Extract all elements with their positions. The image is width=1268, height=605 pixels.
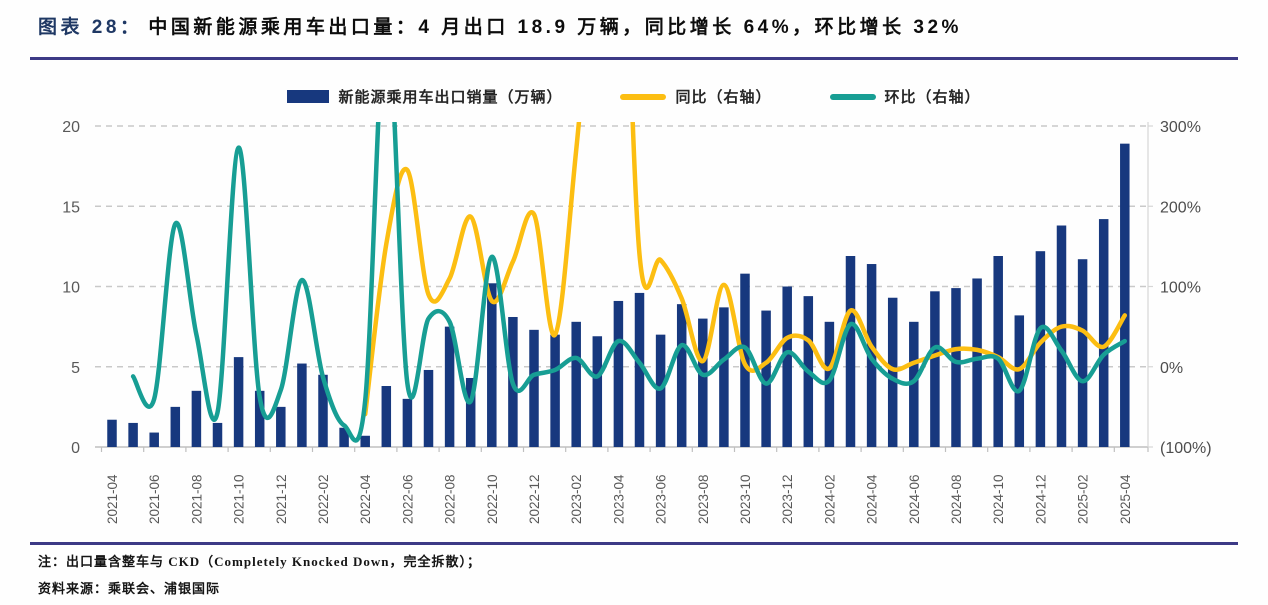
svg-text:2023-10: 2023-10 <box>738 474 753 524</box>
svg-text:2023-08: 2023-08 <box>696 474 711 524</box>
svg-text:5: 5 <box>71 360 80 377</box>
svg-text:2023-04: 2023-04 <box>611 474 626 524</box>
legend-item-mom: 环比（右轴） <box>829 86 981 107</box>
footnote: 注：出口量含整车与 CKD（Completely Knocked Down，完全… <box>38 554 482 569</box>
export-volume-chart: 0 (100%) 5 0% 10 100% 15 200% 20 300% 2021-04 2021-… <box>62 119 1212 524</box>
svg-text:10: 10 <box>62 280 80 297</box>
svg-text:2022-12: 2022-12 <box>527 474 542 524</box>
svg-text:100%: 100% <box>1160 280 1201 297</box>
svg-text:0%: 0% <box>1160 360 1183 377</box>
title-divider-line <box>30 57 1238 60</box>
svg-text:2022-10: 2022-10 <box>485 474 500 524</box>
svg-text:2022-04: 2022-04 <box>358 474 373 524</box>
legend-label: 新能源乘用车出口销量（万辆） <box>338 89 563 106</box>
figure-number: 图表 28： <box>38 17 143 38</box>
svg-text:2021-04: 2021-04 <box>105 474 120 524</box>
legend-label: 同比（右轴） <box>675 89 772 106</box>
figure-bottom-divider-line <box>30 542 1238 545</box>
svg-text:2024-06: 2024-06 <box>907 474 922 524</box>
svg-text:200%: 200% <box>1160 199 1201 216</box>
svg-text:2022-02: 2022-02 <box>316 474 331 524</box>
svg-text:2023-12: 2023-12 <box>780 474 795 524</box>
svg-text:2021-06: 2021-06 <box>147 474 162 524</box>
svg-text:2023-06: 2023-06 <box>654 474 669 524</box>
svg-text:2024-12: 2024-12 <box>1033 474 1048 524</box>
svg-text:2024-10: 2024-10 <box>991 474 1006 524</box>
line-swatch-icon <box>829 93 876 100</box>
legend-item-yoy: 同比（右轴） <box>620 86 771 107</box>
svg-text:2021-12: 2021-12 <box>274 474 289 524</box>
bar-swatch-icon <box>287 90 330 103</box>
svg-text:15: 15 <box>62 199 80 216</box>
legend-item-exports: 新能源乘用车出口销量（万辆） <box>287 86 562 107</box>
figure-title-text: 中国新能源乘用车出口量：4 月出口 18.9 万辆，同比增长 64%，环比增长 … <box>148 17 962 38</box>
svg-text:2023-02: 2023-02 <box>569 474 584 524</box>
svg-text:2022-06: 2022-06 <box>400 474 415 524</box>
svg-text:300%: 300% <box>1160 119 1201 136</box>
svg-text:2021-08: 2021-08 <box>189 474 204 524</box>
svg-text:(100%): (100%) <box>1160 440 1212 457</box>
figure-title: 图表 28： 中国新能源乘用车出口量：4 月出口 18.9 万辆，同比增长 64%… <box>38 12 962 39</box>
svg-text:2024-02: 2024-02 <box>822 474 837 524</box>
svg-text:2024-08: 2024-08 <box>949 474 964 524</box>
svg-text:0: 0 <box>71 440 80 457</box>
svg-text:2024-04: 2024-04 <box>865 474 880 524</box>
legend-label: 环比（右轴） <box>884 89 981 106</box>
svg-text:20: 20 <box>62 119 80 136</box>
source-note: 资料来源：乘联会、浦银国际 <box>38 581 221 596</box>
svg-text:2021-10: 2021-10 <box>232 474 247 524</box>
line-swatch-icon <box>620 93 667 100</box>
svg-text:2025-02: 2025-02 <box>1076 474 1091 524</box>
svg-text:2022-08: 2022-08 <box>443 474 458 524</box>
svg-text:2025-04: 2025-04 <box>1118 474 1133 524</box>
chart-legend: 新能源乘用车出口销量（万辆） 同比（右轴） 环比（右轴） <box>0 86 1268 107</box>
